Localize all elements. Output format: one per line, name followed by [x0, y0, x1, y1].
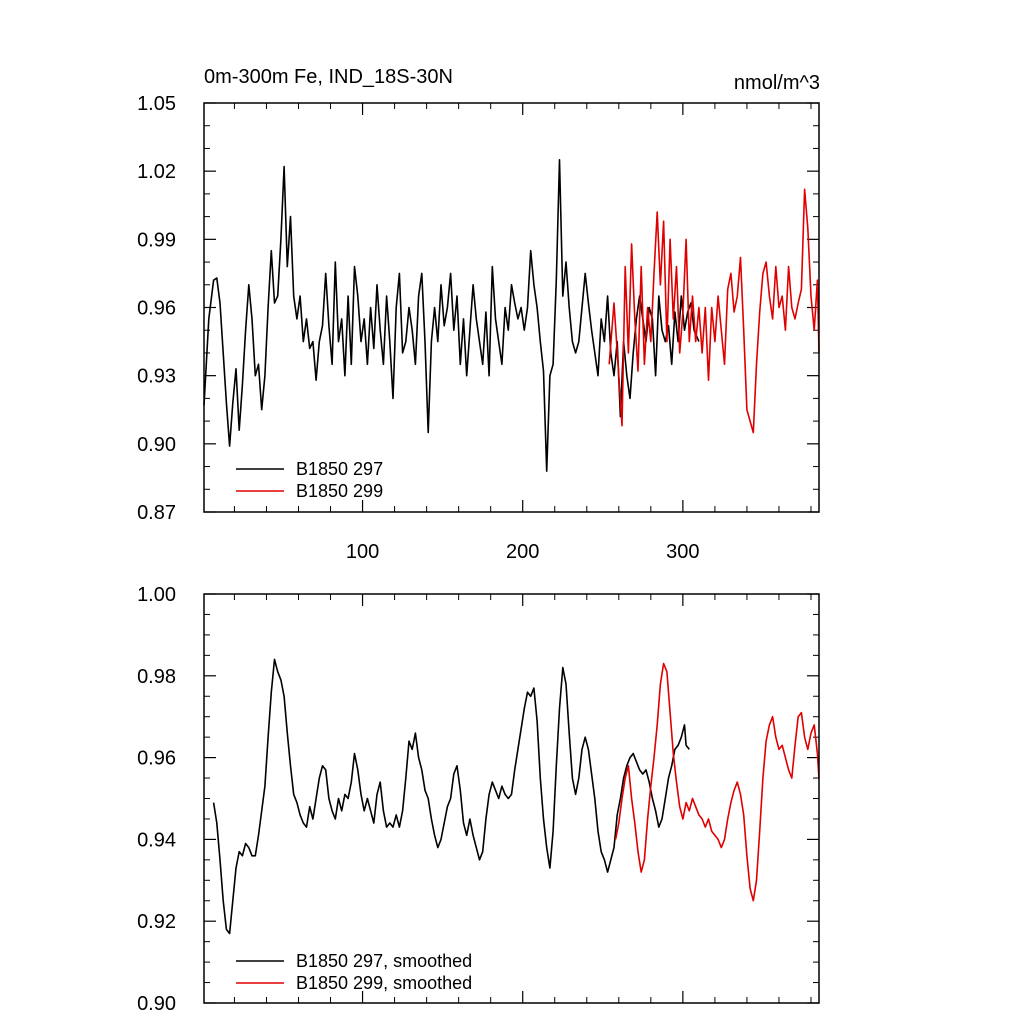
series-line-299: [614, 662, 820, 902]
x-tick-label: 100: [346, 541, 379, 563]
bottom-legend-label-297: B1850 297, smoothed: [296, 951, 472, 971]
top-legend: B1850 297 B1850 299: [236, 459, 383, 501]
series-line-297: [203, 159, 700, 472]
top-chart-units: nmol/m^3: [734, 72, 820, 94]
top-y-tick-labels: 0.87 0.90 0.93 0.96 0.99 1.02 1.05: [137, 93, 176, 524]
y-tick-label: 0.87: [137, 502, 176, 524]
x-tick-label: 300: [666, 541, 699, 563]
top-legend-label-299: B1850 299: [296, 481, 383, 501]
series-line-299: [608, 188, 820, 434]
y-tick-label: 0.98: [137, 666, 176, 688]
y-tick-label: 1.02: [137, 161, 176, 183]
top-panel: 0m-300m Fe, IND_18S-30N nmol/m^3 0.87 0.9…: [137, 66, 820, 563]
y-tick-label: 0.94: [137, 829, 176, 851]
y-tick-label: 0.92: [137, 911, 176, 933]
top-x-tick-labels: 100 200 300: [346, 541, 700, 563]
bottom-series-lines: [212, 658, 820, 935]
top-axis-ticks: [204, 102, 819, 513]
x-tick-label: 200: [506, 541, 539, 563]
y-tick-label: 0.90: [137, 993, 176, 1015]
top-legend-label-297: B1850 297: [296, 459, 383, 479]
y-tick-label: 0.93: [137, 366, 176, 388]
bottom-legend-label-299: B1850 299, smoothed: [296, 973, 472, 993]
top-plot-frame: [203, 102, 820, 513]
y-tick-label: 0.90: [137, 434, 176, 456]
bottom-y-tick-labels: 0.90 0.92 0.94 0.96 0.98 1.00: [137, 584, 176, 1015]
bottom-panel: 0.90 0.92 0.94 0.96 0.98 1.00 B1850 297, smoo…: [137, 584, 820, 1015]
y-tick-label: 0.96: [137, 298, 176, 320]
y-tick-label: 1.05: [137, 93, 176, 115]
y-tick-label: 1.00: [137, 584, 176, 606]
bottom-legend: B1850 297, smoothed B1850 299, smoothed: [236, 951, 472, 993]
top-chart-title: 0m-300m Fe, IND_18S-30N: [204, 66, 453, 88]
series-line-297: [212, 658, 690, 935]
top-series-lines: [203, 159, 820, 472]
y-tick-label: 0.99: [137, 229, 176, 251]
y-tick-label: 0.96: [137, 748, 176, 770]
bottom-plot-frame: [203, 593, 820, 1004]
